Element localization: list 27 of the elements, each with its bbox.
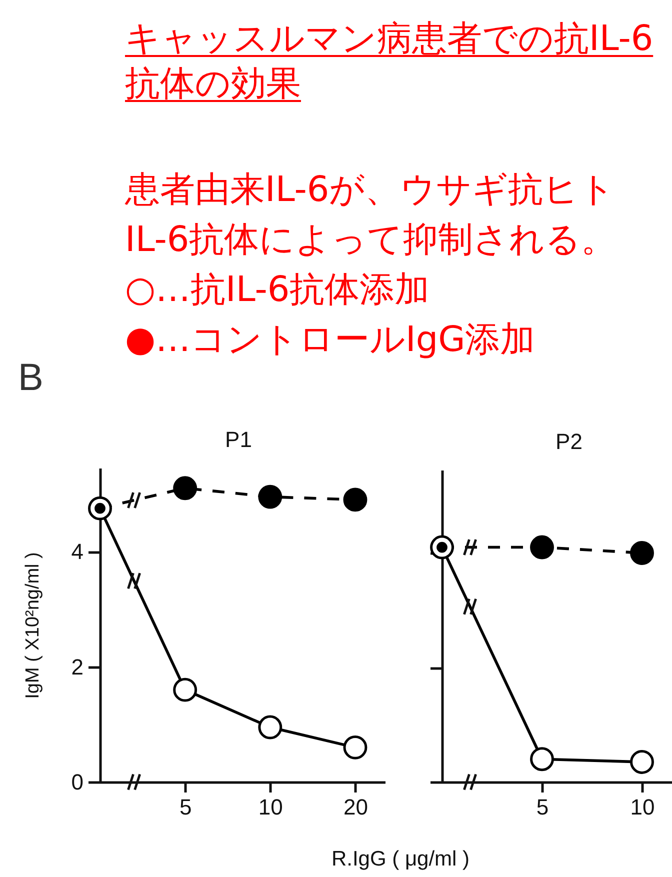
text: 患者由来IL-6が、ウサギ抗ヒトIL-6抗体によって抑制される。: [125, 169, 618, 262]
point: [530, 535, 554, 560]
text: ○…抗IL-6抗体添加: [125, 269, 431, 312]
point: [173, 678, 198, 702]
x-tick-label: 20: [343, 794, 368, 820]
y-tick-label: 2: [71, 654, 84, 680]
x-axis-title: R.IgG ( μg/ml ): [331, 848, 470, 870]
x-tick-label: 5: [536, 794, 549, 820]
point: [173, 476, 198, 500]
point: [343, 735, 368, 760]
chart-title: P2: [556, 429, 582, 454]
point: [258, 484, 282, 509]
text: ●…コントロールIgG添加: [125, 319, 536, 362]
point: [630, 541, 654, 565]
point: [630, 750, 654, 774]
point: [530, 747, 554, 772]
x-tick-label: 5: [179, 794, 192, 820]
y-tick-label: 0: [71, 770, 84, 794]
x-tick-label: 10: [630, 794, 655, 820]
point: [258, 715, 282, 740]
point: [343, 488, 368, 512]
text: B: [18, 356, 44, 400]
x-tick-label: 10: [258, 794, 283, 820]
y-axis-title: IgM ( X10²ng/ml ): [22, 552, 44, 699]
text: キャッスルマン病患者での抗IL-6抗体の効果: [125, 18, 654, 106]
y-tick-label: 4: [71, 539, 84, 564]
chart-title: P1: [225, 427, 252, 452]
